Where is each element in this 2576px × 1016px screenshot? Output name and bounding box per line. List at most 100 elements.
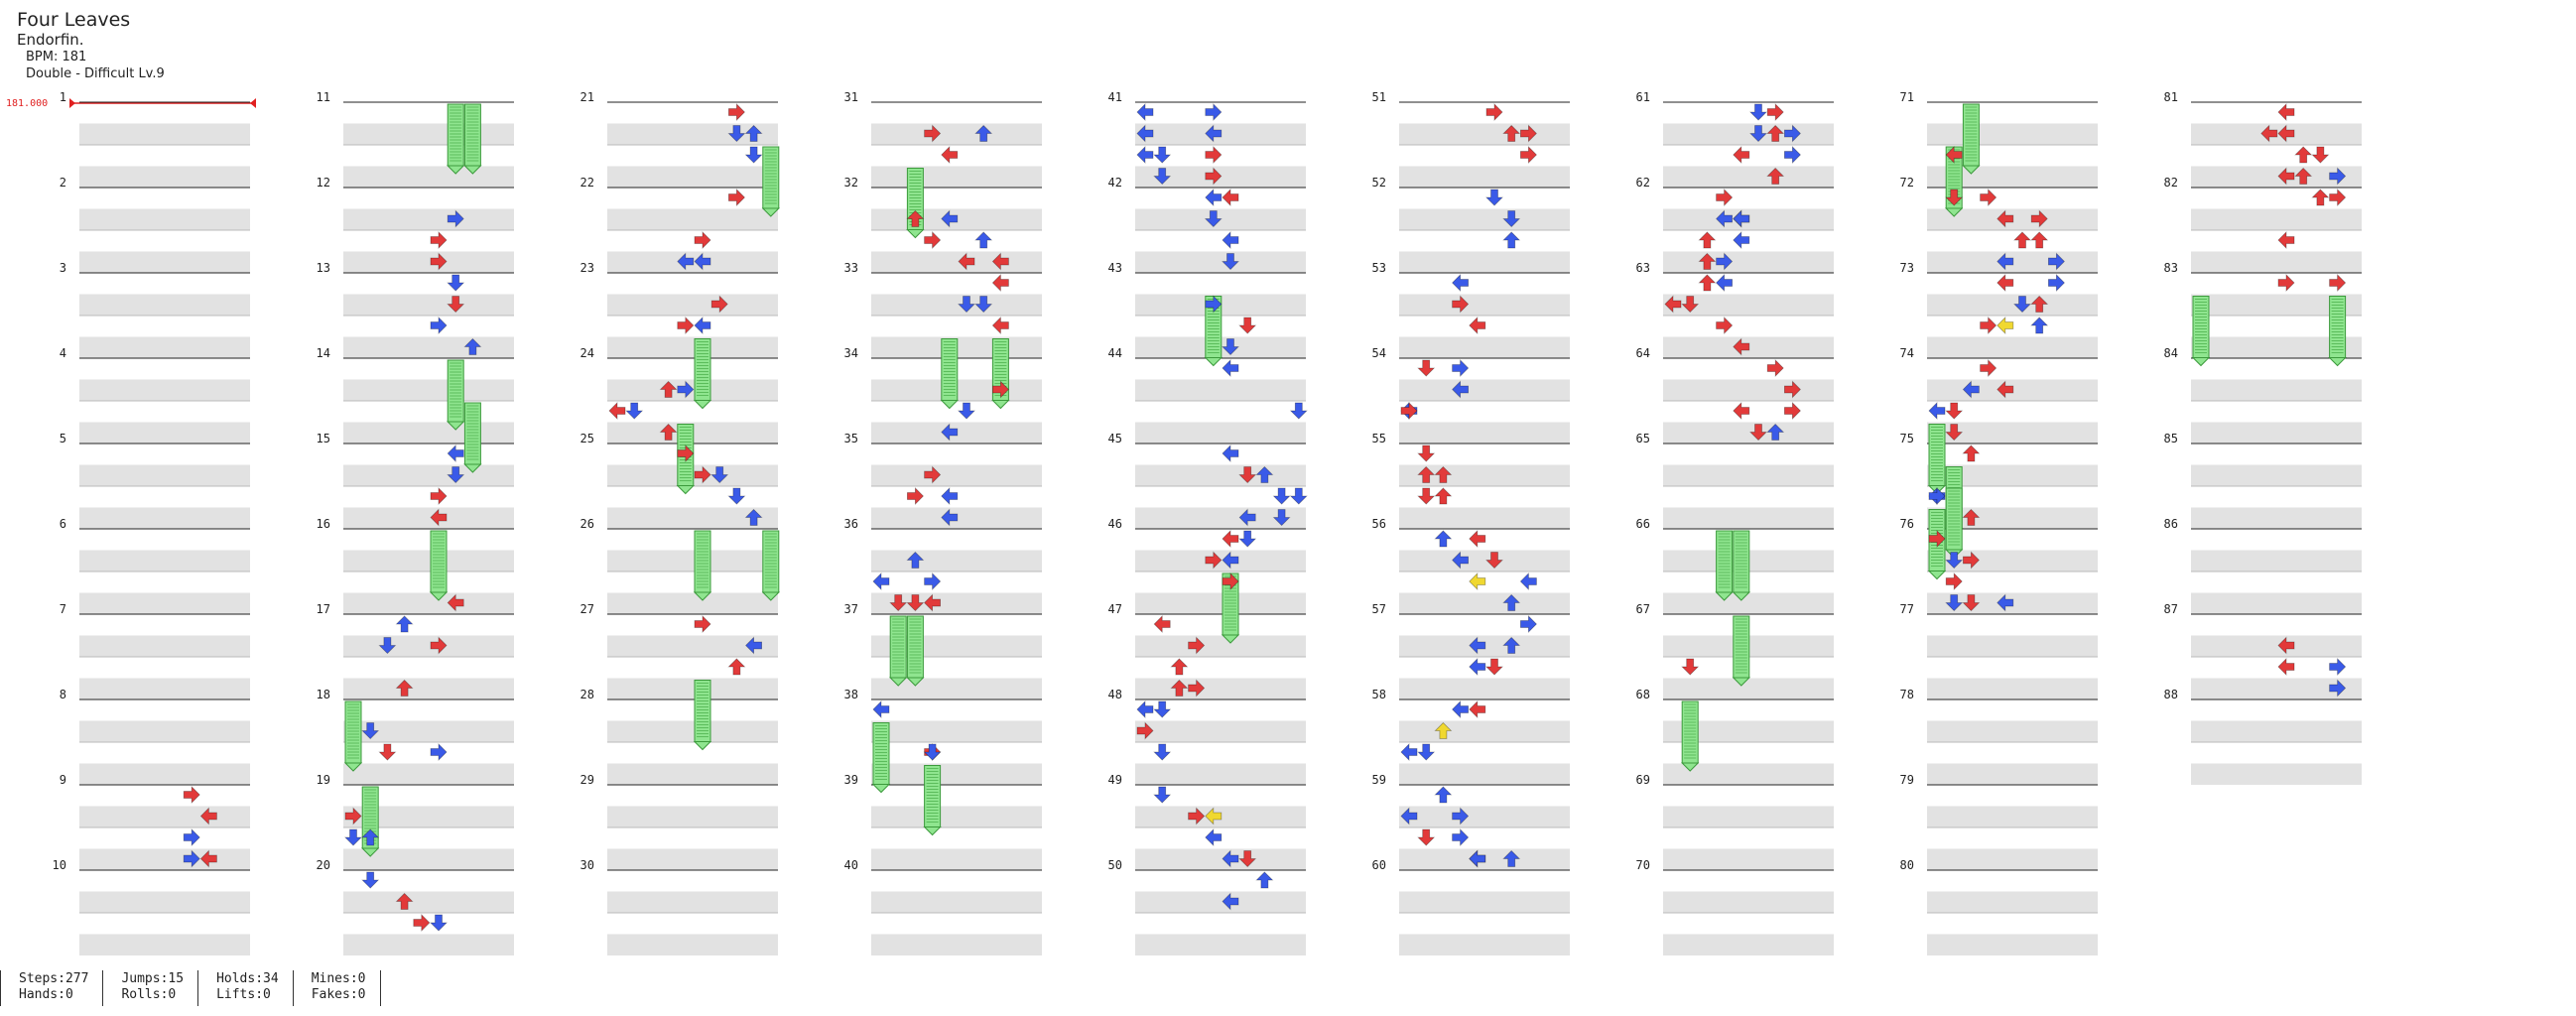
arrow-right-icon (344, 807, 362, 826)
arrow-left-icon (991, 252, 1009, 271)
arrow-down-icon (1681, 658, 1700, 676)
song-artist: Endorfin. (17, 31, 84, 49)
measure-1: 1 (60, 90, 250, 188)
arrow-right-icon (728, 103, 745, 121)
arrow-left-icon (745, 636, 762, 655)
measure-number: 36 (844, 517, 858, 531)
arrow-down-icon (1222, 338, 1239, 356)
measure-number: 63 (1636, 261, 1650, 275)
arrow-right-icon (1716, 317, 1734, 334)
arrow-up-icon (727, 658, 746, 676)
arrow-right-icon (1928, 487, 1946, 505)
arrow-down-icon (1417, 444, 1436, 462)
arrow-right-icon (1452, 828, 1470, 846)
arrow-up-icon (2294, 146, 2313, 164)
arrow-left-icon (1469, 849, 1486, 868)
arrow-up-icon (1417, 465, 1436, 483)
arrow-left-icon (1222, 444, 1239, 462)
measure-number: 68 (1636, 688, 1650, 701)
measure-44: 44 (1108, 346, 1306, 444)
stat-group-steps: Steps:277 Hands:0 (0, 970, 102, 1006)
arrow-right-icon (677, 317, 695, 334)
hold-note (1715, 530, 1734, 601)
measure-number: 6 (60, 517, 66, 531)
measure-number: 53 (1372, 261, 1386, 275)
arrow-right-icon (2047, 252, 2065, 271)
measure-number: 23 (580, 261, 594, 275)
arrow-down-icon (727, 125, 746, 143)
arrow-up-icon (744, 124, 763, 142)
arrow-down-icon (625, 402, 644, 420)
arrow-left-icon (1222, 849, 1239, 868)
arrow-right-icon (2277, 274, 2295, 292)
measure-42: 42 (1108, 176, 1306, 273)
measure-number: 5 (60, 432, 66, 445)
measure-51: 51 (1372, 90, 1570, 188)
hold-note (463, 402, 482, 473)
arrow-left-icon (694, 252, 711, 271)
arrow-left-icon (941, 508, 959, 527)
arrow-left-icon (199, 807, 217, 826)
arrow-left-icon (677, 252, 695, 271)
arrow-up-icon (463, 337, 482, 355)
stat-rolls: Rolls:0 (121, 987, 177, 1002)
arrow-right-icon (430, 487, 448, 505)
bpm-change-label: 181.000 (6, 98, 48, 109)
arrow-right-icon (2030, 209, 2048, 228)
arrow-right-icon (694, 231, 711, 249)
arrow-right-icon (728, 189, 745, 206)
measure-number: 40 (844, 858, 858, 872)
arrow-down-icon (958, 296, 975, 314)
arrow-right-icon (992, 380, 1009, 399)
measure-number: 37 (844, 602, 858, 616)
measure-number: 72 (1900, 176, 1914, 190)
measure-63: 63 (1636, 261, 1834, 358)
arrow-left-icon (1928, 402, 1946, 420)
arrow-down-icon (1485, 658, 1503, 676)
arrow-up-icon (395, 679, 414, 697)
hold-note (343, 700, 363, 772)
measure-number: 60 (1372, 858, 1386, 872)
arrow-right-icon (1520, 124, 1537, 143)
measure-number: 2 (60, 176, 66, 190)
arrow-down-icon (1238, 317, 1257, 334)
measure-54: 54 (1372, 346, 1570, 444)
arrow-down-icon (906, 594, 925, 612)
arrow-left-icon (199, 849, 217, 868)
arrow-down-icon (1502, 210, 1521, 228)
measure-number: 67 (1636, 602, 1650, 616)
arrow-up-icon (1962, 508, 1981, 526)
measure-number: 16 (317, 517, 330, 531)
arrow-left-icon (1469, 530, 1486, 548)
stat-lifts: Lifts:0 (216, 987, 271, 1002)
measure-number: 59 (1372, 773, 1386, 787)
arrow-down-icon (744, 146, 763, 164)
arrow-down-icon (1749, 125, 1767, 143)
measure-number: 88 (2164, 688, 2178, 701)
arrow-left-icon (608, 402, 626, 420)
measure-number: 81 (2164, 90, 2178, 104)
arrow-left-icon (1222, 892, 1239, 911)
arrow-right-icon (2047, 274, 2065, 292)
arrow-down-icon (1153, 743, 1172, 761)
arrow-left-icon (1996, 317, 2014, 334)
measure-10: 10 (53, 858, 250, 955)
measure-72: 72 (1900, 176, 2098, 273)
measure-number: 13 (317, 261, 330, 275)
arrow-left-icon (1469, 572, 1486, 590)
arrow-left-icon (1400, 743, 1418, 761)
measure-number: 62 (1636, 176, 1650, 190)
measure-6: 6 (60, 517, 250, 614)
measure-number: 44 (1108, 346, 1122, 360)
measure-22: 22 (580, 176, 778, 273)
arrow-up-icon (1255, 871, 1274, 889)
stat-jumps: Jumps:15 (121, 971, 185, 986)
measure-number: 11 (317, 90, 330, 104)
arrow-up-icon (1502, 593, 1521, 611)
measure-number: 17 (317, 602, 330, 616)
measure-78: 78 (1900, 688, 2098, 785)
measure-11: 11 (317, 90, 514, 188)
arrow-down-icon (889, 594, 908, 612)
arrow-left-icon (1205, 124, 1223, 143)
measure-28: 28 (580, 688, 778, 785)
